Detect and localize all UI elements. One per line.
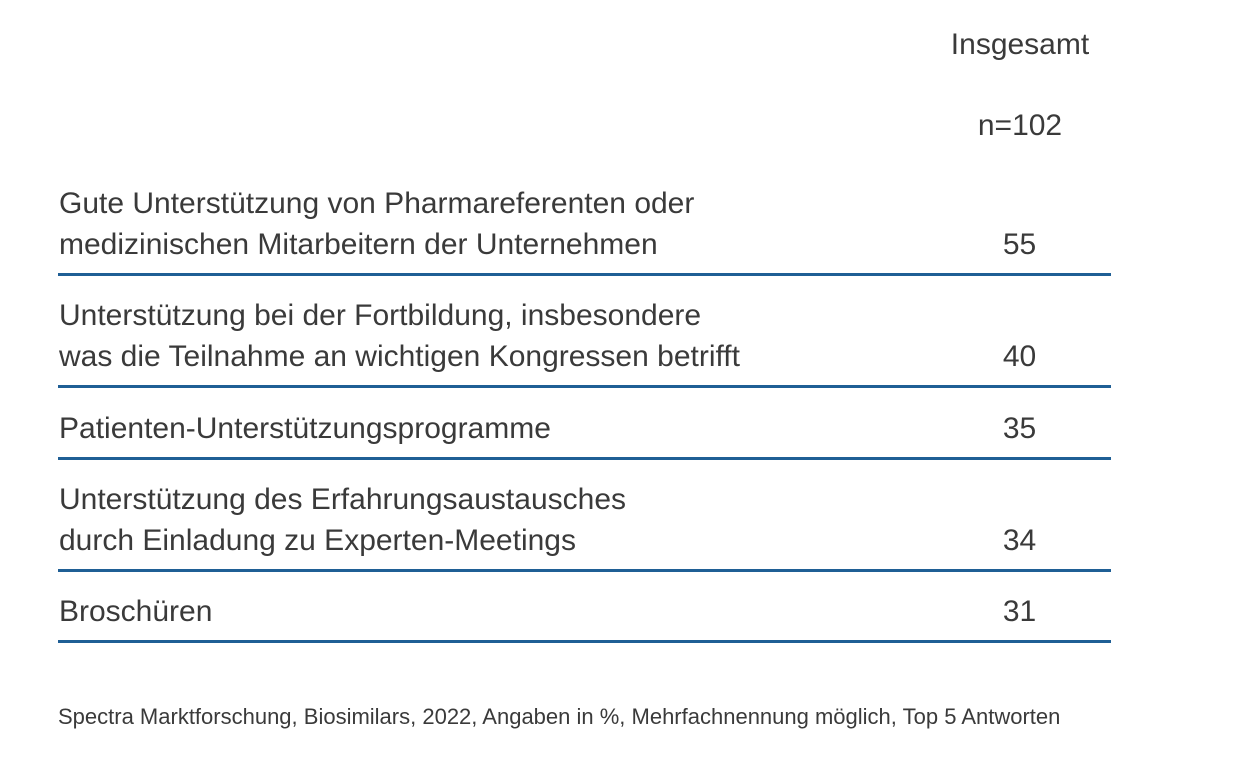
results-table: Gute Unterstützung von Pharmareferenten …	[58, 175, 1111, 643]
row-value: 40	[1002, 340, 1037, 373]
column-header-sample-size: n=102	[977, 109, 1063, 142]
table-row: Gute Unterstützung von Pharmareferenten …	[58, 175, 1111, 276]
row-label: Unterstützung bei der Fortbildung, insbe…	[59, 299, 740, 373]
source-footnote: Spectra Marktforschung, Biosimilars, 202…	[58, 704, 1061, 729]
table-row: Unterstützung bei der Fortbildung, insbe…	[58, 276, 1111, 388]
column-header-total: Insgesamt	[950, 28, 1090, 61]
row-value: 31	[1002, 595, 1037, 628]
row-value: 34	[1002, 524, 1037, 557]
row-label: Gute Unterstützung von Pharmareferenten …	[59, 187, 695, 261]
table-row: Patienten-Unterstützungsprogramme 35	[58, 388, 1111, 460]
table-row: Broschüren 31	[58, 572, 1111, 643]
row-value: 35	[1002, 412, 1037, 445]
row-label: Patienten-Unterstützungsprogramme	[59, 412, 551, 445]
row-value: 55	[1002, 228, 1037, 261]
row-label: Unterstützung des Erfahrungsaustausches …	[59, 483, 626, 557]
row-label: Broschüren	[59, 595, 213, 628]
table-row: Unterstützung des Erfahrungsaustausches …	[58, 460, 1111, 572]
